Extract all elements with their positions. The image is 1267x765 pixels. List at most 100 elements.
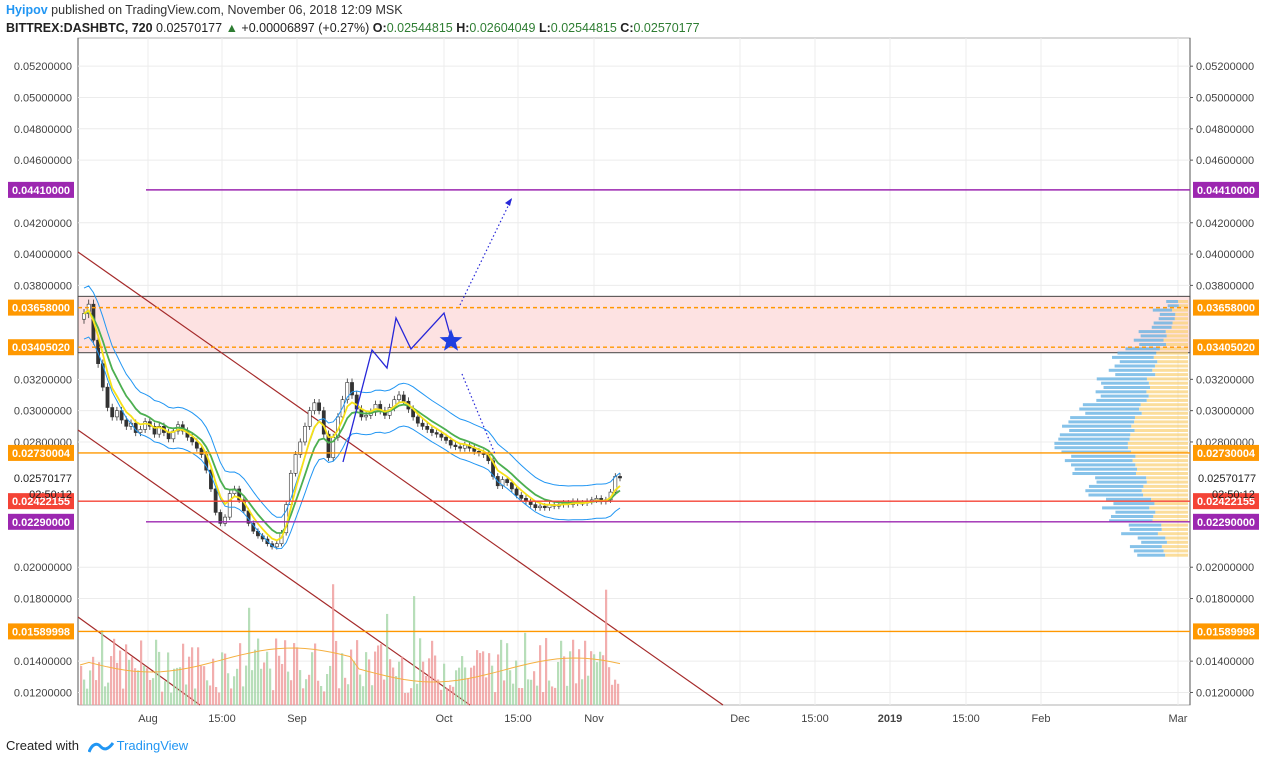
volume-bar: [254, 649, 257, 705]
volume-bar: [443, 663, 446, 705]
volume-bar: [371, 685, 374, 705]
volume-bar: [341, 653, 344, 705]
high-value: 0.02604049: [469, 21, 536, 35]
projection-zigzag: [342, 311, 452, 463]
volume-profile-bar: [1163, 338, 1188, 342]
volume-bar: [347, 684, 350, 705]
volume-bar: [362, 686, 365, 705]
volume-bar: [86, 688, 89, 705]
candle-body: [166, 432, 171, 440]
volume-profile-bar: [1159, 347, 1188, 351]
volume-bar: [560, 640, 563, 705]
volume-bar: [368, 659, 371, 705]
volume-profile-bar: [1154, 364, 1188, 368]
volume-bar: [242, 686, 245, 705]
volume-bar: [329, 665, 332, 705]
volume-profile-bar: [1156, 351, 1188, 355]
volume-bar: [524, 632, 527, 705]
volume-profile-bar: [1153, 515, 1188, 518]
volume-profile-bar: [1071, 454, 1136, 458]
volume-bar: [554, 687, 557, 705]
price-change: +0.00006897 (+0.27%): [241, 21, 370, 35]
volume-bar: [278, 655, 281, 705]
level-label-left: 0.02422155: [12, 496, 70, 508]
volume-bar: [446, 688, 449, 705]
tradingview-brand-link[interactable]: TradingView: [116, 738, 189, 753]
volume-bar: [200, 665, 203, 705]
x-tick-label: Nov: [584, 713, 604, 725]
candle-body: [105, 386, 110, 408]
y-tick-label-left: 0.03800000: [14, 280, 72, 292]
candle-body: [312, 402, 317, 411]
volume-bar: [335, 640, 338, 705]
volume-profile-bar: [1154, 502, 1188, 506]
candle-body: [397, 394, 401, 400]
y-tick-label-right: 0.03000000: [1196, 406, 1254, 418]
volume-profile-bar: [1146, 398, 1188, 402]
volume-bar: [458, 667, 461, 705]
volume-bar: [95, 680, 98, 705]
x-tick-label: Oct: [435, 713, 452, 725]
volume-bar: [326, 674, 329, 705]
volume-profile-bar: [1155, 510, 1188, 514]
volume-profile-bar: [1137, 536, 1166, 540]
volume-bar: [272, 690, 275, 705]
volume-bar: [353, 660, 356, 705]
volume-profile-bar: [1109, 519, 1153, 523]
volume-bar: [485, 677, 488, 705]
volume-bar: [92, 656, 95, 705]
x-tick-label: Sep: [287, 713, 307, 725]
candle-body: [420, 422, 425, 427]
candle-body: [345, 382, 350, 400]
volume-bar: [575, 683, 578, 705]
candle-body: [190, 436, 195, 443]
volume-bar: [563, 656, 566, 705]
volume-profile-bar: [1152, 308, 1173, 312]
volume-bar: [233, 676, 236, 705]
x-tick-label: 15:00: [952, 713, 980, 725]
last-price: 0.02570177: [156, 21, 223, 35]
volume-profile-bar: [1103, 386, 1150, 389]
volume-bar: [218, 692, 221, 705]
candle-body: [321, 410, 326, 435]
volume-bar: [323, 691, 326, 705]
volume-bar: [452, 686, 455, 705]
volume-profile-bar: [1141, 540, 1167, 544]
y-tick-label-left: 0.04000000: [14, 249, 72, 261]
level-tag-right: [1193, 299, 1259, 316]
candle-body: [124, 419, 129, 427]
volume-profile-bar: [1110, 515, 1154, 518]
author-name[interactable]: Hyipov: [6, 3, 48, 17]
x-tick-label: Feb: [1032, 713, 1051, 725]
candle-body: [274, 543, 279, 548]
volume-profile-bar: [1095, 476, 1147, 480]
volume-profile-bar: [1108, 368, 1153, 372]
volume-bar: [608, 667, 611, 705]
volume-bar: [509, 670, 512, 705]
channel-line: [77, 429, 471, 706]
last-price-left: 0.02570177: [14, 473, 72, 485]
volume-bar: [299, 670, 302, 705]
ema-slow-line: [83, 310, 621, 534]
volume-bar: [308, 674, 311, 705]
channel-line: [77, 251, 724, 706]
volume-bar: [302, 688, 305, 705]
candle-body: [86, 303, 91, 314]
volume-profile-bar: [1135, 463, 1188, 467]
volume-bar: [290, 680, 293, 705]
volume-bar: [434, 655, 437, 705]
volume-bar: [284, 640, 287, 705]
volume-bar: [479, 652, 482, 705]
volume-bar: [500, 639, 503, 705]
volume-bar: [149, 679, 152, 705]
volume-bar: [392, 667, 395, 705]
volume-profile-bar: [1178, 300, 1188, 303]
volume-bar: [185, 684, 188, 705]
candle-body: [194, 441, 199, 449]
candle-body: [293, 454, 298, 474]
volume-bar: [491, 665, 494, 705]
created-with-text: Created with: [6, 738, 79, 753]
volume-profile-bar: [1070, 416, 1135, 420]
candle-body: [100, 363, 105, 388]
